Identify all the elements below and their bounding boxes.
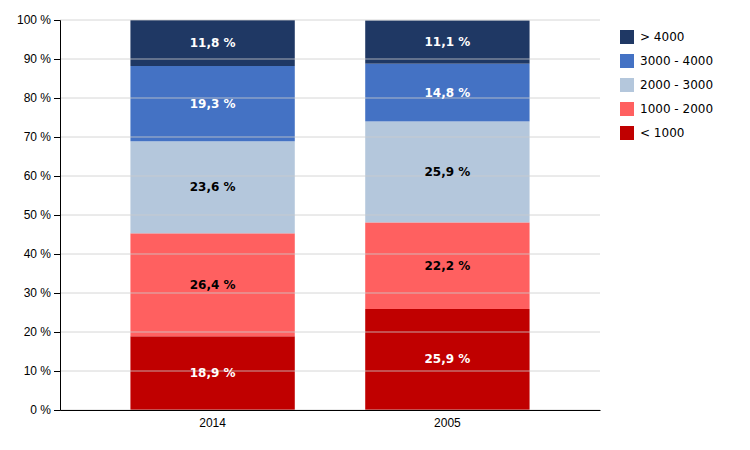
grid-line — [60, 332, 600, 333]
legend-label: 2000 - 3000 — [640, 78, 713, 92]
x-axis: 2014 2005 — [61, 411, 601, 430]
bar — [365, 309, 529, 410]
tick-label: 100 % — [17, 13, 51, 27]
tick-mark — [54, 20, 60, 21]
bar — [130, 336, 294, 410]
tick-mark — [54, 410, 60, 411]
y-tick: 80 % — [24, 91, 60, 105]
legend-label: > 4000 — [640, 30, 684, 44]
data-label: 11,8 % — [190, 36, 236, 50]
y-tick: 30 % — [24, 286, 60, 300]
legend-label: 3000 - 4000 — [640, 54, 713, 68]
grid-line — [60, 59, 600, 60]
tick-mark — [54, 98, 60, 99]
tick-label: 2005 — [434, 416, 461, 430]
grid-line — [60, 176, 600, 177]
data-label: 19,3 % — [190, 97, 236, 111]
tick-mark — [54, 254, 60, 255]
y-tick: 50 % — [24, 208, 60, 222]
chart: 18,9 % 25,9 % 26,4 % 22,2 % 23,6 % 25,9 % 19,3… — [0, 0, 750, 450]
tick-label: 10 % — [24, 364, 52, 378]
y-tick: 90 % — [24, 52, 60, 66]
bar — [365, 64, 529, 122]
bar-series — [130, 222, 529, 336]
legend-item: 2000 - 3000 — [620, 78, 713, 92]
axis-line — [54, 21, 61, 411]
tick-label: 90 % — [24, 52, 52, 66]
tick-label: 30 % — [24, 286, 52, 300]
y-tick: 60 % — [24, 169, 60, 183]
x-tick: 2005 — [434, 416, 461, 430]
y-tick: 40 % — [24, 247, 60, 261]
plot: 18,9 % 25,9 % 26,4 % 22,2 % 23,6 % 25,9 % 19,3… — [17, 13, 601, 429]
legend-item: > 4000 — [620, 30, 684, 44]
tick-label: 0 % — [30, 403, 51, 417]
bar — [365, 222, 529, 309]
y-tick: 10 % — [24, 364, 60, 378]
data-label: 14,8 % — [424, 86, 470, 100]
grid-line — [60, 215, 600, 216]
data-labels: 18,9 % 25,9 % 26,4 % 22,2 % 23,6 % 25,9 % 19,3… — [190, 35, 471, 380]
tick-mark — [54, 59, 60, 60]
x-tick: 2014 — [199, 416, 226, 430]
grid-line — [60, 137, 600, 138]
y-tick: 0 % — [30, 403, 60, 417]
y-axis: 0 % 10 % 20 % 30 % 40 % 50 % 60 % 70 % 80 % 90 % 1… — [17, 13, 61, 417]
grid-line — [60, 98, 600, 99]
tick-mark — [54, 332, 60, 333]
tick-label: 2014 — [199, 416, 226, 430]
bar — [365, 20, 529, 63]
legend-item: 1000 - 2000 — [620, 102, 713, 116]
legend-swatch — [620, 54, 634, 68]
legend-label: 1000 - 2000 — [640, 102, 713, 116]
legend-item: 3000 - 4000 — [620, 54, 713, 68]
bar — [130, 66, 294, 141]
legend: > 4000 3000 - 4000 2000 - 3000 1000 - 2000 <… — [620, 30, 713, 140]
data-label: 18,9 % — [190, 366, 236, 380]
data-label: 25,9 % — [424, 165, 470, 179]
bar — [130, 141, 294, 233]
y-tick: 20 % — [24, 325, 60, 339]
tick-mark — [54, 215, 60, 216]
data-label: 22,2 % — [424, 259, 470, 273]
legend-swatch — [620, 78, 634, 92]
grid — [60, 20, 600, 410]
y-tick: 70 % — [24, 130, 60, 144]
grid-line — [60, 410, 600, 411]
tick-label: 70 % — [24, 130, 52, 144]
data-label: 23,6 % — [190, 180, 236, 194]
y-tick: 100 % — [17, 13, 60, 27]
legend-item: < 1000 — [620, 126, 684, 140]
tick-label: 50 % — [24, 208, 52, 222]
legend-swatch — [620, 30, 634, 44]
data-label: 26,4 % — [190, 278, 236, 292]
legend-label: < 1000 — [640, 126, 684, 140]
tick-mark — [54, 293, 60, 294]
tick-mark — [54, 137, 60, 138]
data-label: 25,9 % — [424, 352, 470, 366]
data-label: 11,1 % — [424, 35, 470, 49]
axis-line — [61, 410, 601, 411]
tick-mark — [54, 176, 60, 177]
tick-label: 60 % — [24, 169, 52, 183]
tick-label: 40 % — [24, 247, 52, 261]
bar-series — [130, 64, 529, 142]
bar — [130, 233, 294, 336]
bar — [365, 121, 529, 222]
legend-swatch — [620, 126, 634, 140]
grid-line — [60, 371, 600, 372]
legend-swatch — [620, 102, 634, 116]
tick-label: 80 % — [24, 91, 52, 105]
grid-line — [60, 254, 600, 255]
tick-label: 20 % — [24, 325, 52, 339]
grid-line — [60, 293, 600, 294]
tick-mark — [54, 371, 60, 372]
grid-line — [60, 20, 600, 21]
